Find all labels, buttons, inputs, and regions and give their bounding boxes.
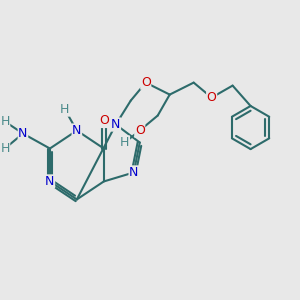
Text: H: H [0,115,10,128]
Text: H: H [60,103,70,116]
Text: O: O [99,114,109,128]
Text: N: N [129,166,138,179]
Text: N: N [111,118,121,131]
Text: N: N [18,127,28,140]
Text: O: O [141,76,151,89]
Text: O: O [207,91,217,104]
Text: O: O [135,124,145,137]
Text: N: N [45,175,55,188]
Text: N: N [72,124,82,137]
Text: H: H [0,142,10,155]
Text: H: H [120,136,130,149]
